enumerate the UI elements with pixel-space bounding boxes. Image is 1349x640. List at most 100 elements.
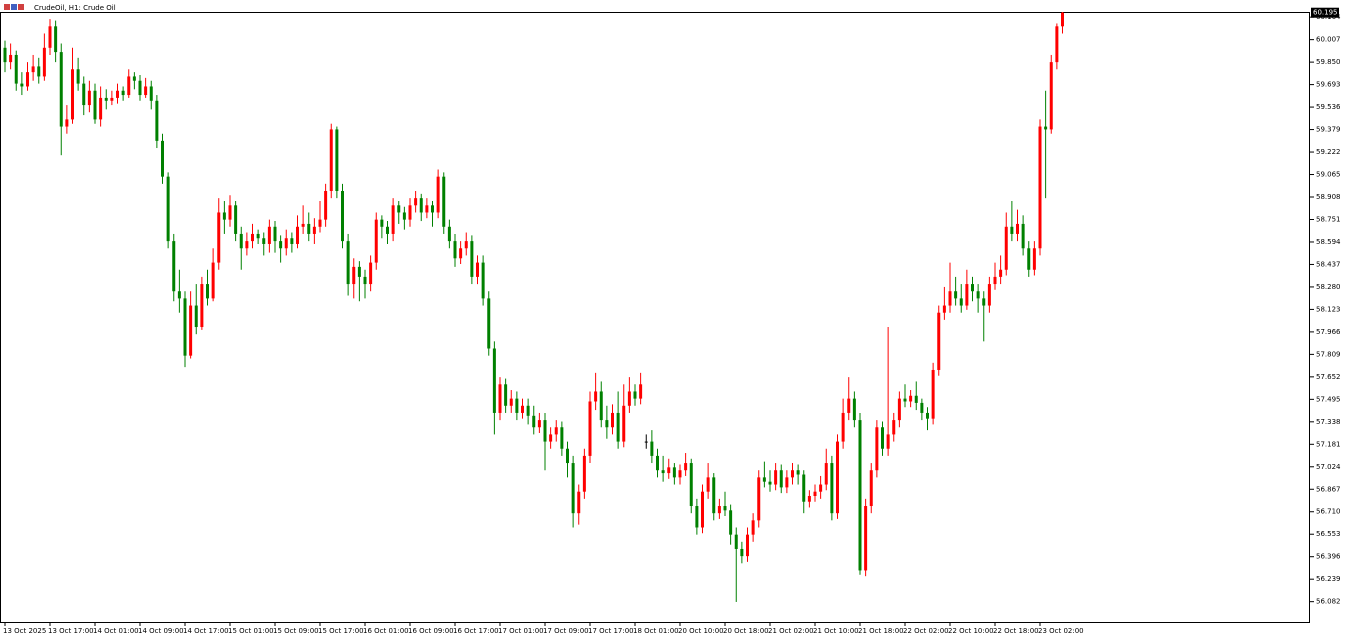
candle-body [1032, 248, 1036, 270]
candle-body [414, 198, 418, 206]
candle-body [605, 420, 609, 428]
x-tick-label: 16 Oct 01:00 [363, 627, 409, 635]
candle-body [189, 305, 193, 356]
candle-body [1038, 126, 1042, 249]
candle-body [807, 495, 811, 502]
candle-body [290, 238, 294, 244]
candle-body [341, 190, 344, 242]
x-tick-label: 15 Oct 17:00 [318, 627, 364, 635]
candle-body [869, 470, 873, 507]
candle-body [768, 481, 772, 485]
candle-body [549, 434, 553, 442]
candle-body [380, 219, 384, 227]
candle-body [476, 262, 479, 277]
candle-body [537, 420, 541, 428]
candle-body [172, 241, 176, 292]
candle-body [31, 66, 35, 73]
candle-body [656, 455, 659, 471]
candle-body [110, 97, 114, 101]
x-tick-label: 21 Oct 02:00 [768, 627, 814, 635]
candle-body [312, 226, 316, 234]
candle-body [1016, 223, 1019, 234]
candle-body [138, 80, 142, 96]
candle-body [211, 262, 215, 299]
candle-body [566, 448, 569, 464]
candle-body [594, 391, 598, 402]
candle-body [9, 54, 13, 63]
y-tick-label: 58.280 [1316, 283, 1341, 291]
x-tick-label: 13 Oct 17:00 [48, 627, 94, 635]
candle-body [582, 455, 586, 492]
candle-body [588, 401, 592, 456]
candle-body [262, 238, 266, 244]
candle-body [194, 305, 198, 328]
x-tick-label: 14 Oct 17:00 [183, 627, 229, 635]
candle-body [267, 226, 271, 244]
candle-body [757, 477, 761, 521]
candle-body [324, 190, 328, 220]
candle-body [751, 520, 755, 535]
candle-body [903, 398, 907, 402]
x-tick-label: 16 Oct 09:00 [408, 627, 454, 635]
candle-body [701, 491, 704, 528]
y-tick-label: 57.024 [1316, 463, 1341, 471]
y-tick-label: 59.850 [1316, 58, 1341, 66]
candle-body [87, 90, 91, 106]
candle-body [234, 205, 238, 234]
candle-body [149, 86, 153, 101]
x-tick-label: 18 Oct 01:00 [633, 627, 679, 635]
last-price-label: 60.195 [1313, 9, 1338, 17]
candle-body [76, 69, 80, 84]
candle-body [245, 241, 249, 249]
candle-body [639, 384, 643, 399]
x-tick-label: 14 Oct 01:00 [93, 627, 139, 635]
candle-body [723, 506, 727, 511]
candle-body [622, 405, 626, 442]
candle-body [813, 491, 817, 496]
candle-body [65, 119, 69, 127]
symbol-icon [18, 4, 24, 10]
candle-body [560, 427, 564, 449]
candle-body [509, 398, 513, 406]
candle-body [633, 391, 637, 399]
candle-body [886, 434, 890, 449]
candle-body [1027, 248, 1031, 270]
candle-body [481, 262, 485, 299]
candle-body [206, 284, 209, 299]
candle-body [689, 463, 693, 507]
y-tick-label: 56.553 [1316, 530, 1341, 538]
candle-body [712, 477, 716, 514]
x-tick-label: 15 Oct 01:00 [228, 627, 274, 635]
candle-body [284, 238, 288, 249]
candle-body [959, 298, 963, 306]
candle-body [59, 52, 63, 127]
chart-title: CrudeOil, H1: Crude Oil [34, 4, 116, 12]
x-tick-label: 22 Oct 10:00 [948, 627, 994, 635]
candle-body [442, 176, 446, 227]
y-tick-label: 59.222 [1316, 148, 1341, 156]
candle-body [307, 223, 311, 234]
candle-body [436, 176, 440, 213]
candle-body [369, 262, 373, 285]
y-tick-label: 60.007 [1316, 36, 1341, 44]
y-tick-label: 59.379 [1316, 126, 1341, 134]
candle-body [183, 298, 187, 356]
candle-body [318, 219, 322, 227]
candle-body [526, 405, 530, 416]
candle-body [301, 223, 305, 227]
y-tick-label: 57.495 [1316, 395, 1341, 403]
candle-body [684, 463, 688, 471]
candle-body [796, 470, 800, 475]
candle-body [1021, 223, 1025, 249]
x-tick-label: 17 Oct 01:00 [498, 627, 544, 635]
candle-body [464, 241, 468, 249]
x-tick-label: 20 Oct 18:00 [723, 627, 769, 635]
candle-body [37, 66, 41, 77]
x-tick-label: 22 Oct 18:00 [993, 627, 1039, 635]
last-price-box [1311, 7, 1339, 18]
candle-body [487, 298, 491, 349]
candle-body [599, 391, 603, 421]
x-tick-label: 23 Oct 02:00 [1038, 627, 1084, 635]
candle-body [897, 398, 901, 421]
